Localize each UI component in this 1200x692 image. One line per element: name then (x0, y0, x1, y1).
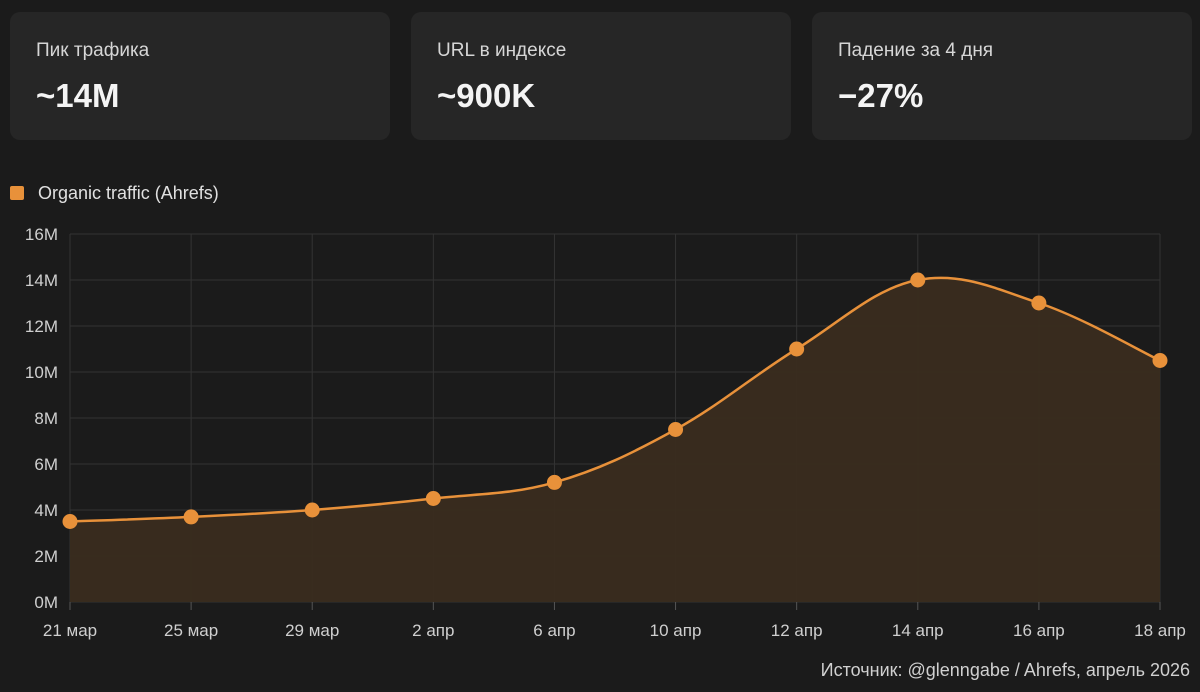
x-tick-label: 21 мар (43, 621, 97, 640)
data-point (1152, 353, 1168, 368)
data-point (910, 272, 926, 288)
data-point (1031, 295, 1047, 311)
stat-label: URL в индексе (437, 40, 567, 61)
data-point (425, 491, 441, 506)
y-tick-labels: 0M 2M 4M 6M 8M 10M 12M 14M 16M (25, 225, 58, 612)
series-area (70, 277, 1160, 602)
source-caption: Источник: @glenngabe / Ahrefs, апрель 20… (820, 660, 1190, 680)
stat-label: Падение за 4 дня (838, 40, 994, 61)
data-point (62, 514, 78, 529)
y-tick-label: 16M (25, 225, 58, 244)
data-point (183, 509, 199, 525)
chart-legend[interactable]: Organic traffic (Ahrefs) (10, 182, 219, 204)
x-tick-label: 25 мар (164, 621, 218, 640)
legend-swatch (10, 186, 24, 200)
stat-value: −27% (838, 77, 924, 114)
y-tick-label: 0M (34, 593, 58, 612)
data-point (668, 422, 684, 437)
stats-row: Пик трафика ~14M URL в индексе ~900K Пад… (10, 12, 1192, 140)
x-tick-label: 2 апр (412, 621, 454, 640)
x-tick-labels: 21 мар 25 мар 29 мар 2 апр 6 апр 10 апр 12 апр… (43, 621, 1186, 640)
stat-card-indexed-urls: URL в индексе ~900K (411, 12, 791, 140)
legend-label: Organic traffic (Ahrefs) (38, 182, 219, 203)
stat-value: ~14M (36, 77, 120, 114)
y-tick-label: 8M (34, 409, 58, 428)
x-tick-label: 14 апр (892, 621, 944, 640)
y-tick-label: 14M (25, 271, 58, 290)
y-tick-label: 4M (34, 501, 58, 520)
line-layer (69, 276, 1161, 523)
area-layer (70, 277, 1160, 602)
stat-card-peak-traffic: Пик трафика ~14M (10, 12, 390, 140)
data-point (546, 474, 562, 490)
x-tick-label: 16 апр (1013, 621, 1065, 640)
point-layer (62, 272, 1168, 529)
data-point (789, 341, 805, 357)
x-tick-label: 10 апр (650, 621, 702, 640)
x-tick-label: 18 апр (1134, 621, 1186, 640)
x-tick-label: 29 мар (285, 621, 339, 640)
series-line (69, 276, 1161, 523)
y-tick-label: 10M (25, 363, 58, 382)
y-tick-label: 2M (34, 547, 58, 566)
stat-label: Пик трафика (36, 40, 150, 61)
y-tick-label: 12M (25, 317, 58, 336)
y-tick-label: 6M (34, 455, 58, 474)
data-point (304, 502, 320, 518)
stat-value: ~900K (437, 77, 536, 114)
stat-card-drop: Падение за 4 дня −27% (812, 12, 1192, 140)
x-tick-label: 6 апр (533, 621, 575, 640)
x-tick-label: 12 апр (771, 621, 823, 640)
